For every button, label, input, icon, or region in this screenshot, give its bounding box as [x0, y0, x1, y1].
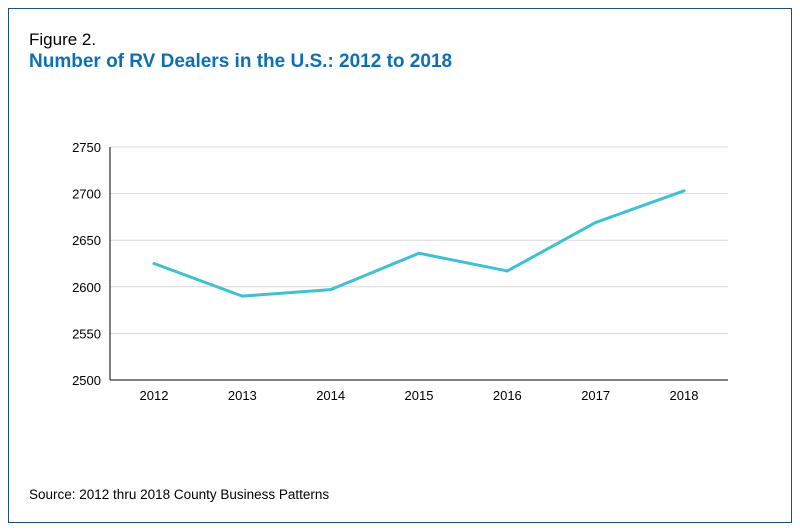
data-point	[240, 294, 244, 298]
chart-title: Number of RV Dealers in the U.S.: 2012 t…	[29, 51, 453, 72]
y-tick-label: 2750	[72, 140, 101, 155]
x-tick-label: 2018	[670, 388, 699, 403]
data-point	[329, 288, 333, 292]
y-axis: 2500 2550 2600 2650 2700 2750	[72, 140, 111, 388]
source-note: Source: 2012 thru 2018 County Business P…	[29, 487, 330, 502]
series-lines	[152, 189, 686, 298]
y-tick-label: 2700	[72, 187, 101, 202]
data-point	[594, 220, 598, 224]
x-tick-label: 2017	[581, 388, 610, 403]
x-tick-label: 2012	[140, 388, 169, 403]
figure-frame	[8, 8, 792, 523]
gridlines	[110, 146, 728, 334]
series-line	[152, 189, 686, 298]
data-point	[682, 189, 686, 193]
y-tick-label: 2600	[72, 280, 101, 295]
figure-label: Figure 2.	[29, 30, 97, 49]
x-tick-label: 2015	[405, 388, 434, 403]
y-tick-label: 2500	[72, 373, 101, 388]
y-tick-label: 2650	[72, 233, 101, 248]
data-point	[417, 251, 421, 255]
data-point	[152, 262, 156, 265]
y-tick-label: 2550	[72, 326, 101, 341]
data-point	[505, 269, 509, 273]
x-tick-label: 2013	[228, 388, 257, 403]
x-tick-label: 2016	[493, 388, 522, 403]
x-axis: 2012 2013 2014 2015 2016 2017 2018	[110, 379, 728, 403]
x-tick-label: 2014	[316, 388, 345, 403]
